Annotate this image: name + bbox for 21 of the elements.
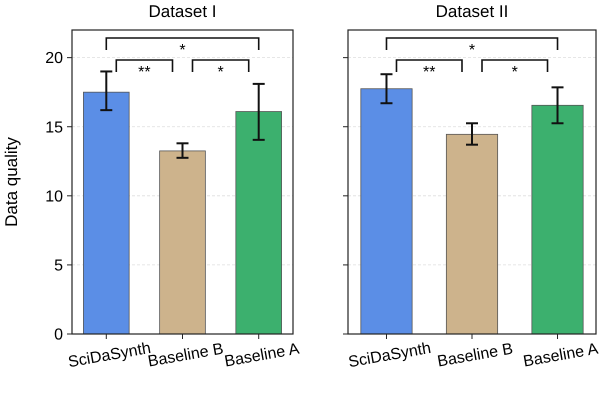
bar — [235, 111, 282, 334]
annotation: * — [217, 64, 224, 81]
x-tick-label: Baseline A — [223, 340, 301, 371]
chart-title: Dataset II — [436, 2, 508, 21]
bar — [159, 150, 206, 334]
y-tick-label: 0 — [54, 326, 64, 344]
y-tick-label: 5 — [54, 258, 64, 275]
annotation: * — [468, 42, 476, 59]
y-axis-title: Data quality — [2, 136, 21, 227]
bar — [83, 92, 130, 334]
annotation: ** — [423, 64, 436, 81]
x-tick-label: SciDaSynth — [347, 340, 432, 372]
x-tick-label: Baseline A — [522, 340, 600, 371]
y-tick-label: 15 — [45, 119, 64, 136]
x-tick-label: Baseline B — [436, 340, 514, 371]
annotation: * — [512, 64, 518, 81]
y-tick-label: 20 — [45, 50, 64, 68]
y-tick-label: 10 — [45, 188, 64, 206]
chart-title: Dataset I — [148, 2, 217, 21]
annotation: ** — [138, 64, 151, 81]
annotation: * — [179, 42, 186, 59]
